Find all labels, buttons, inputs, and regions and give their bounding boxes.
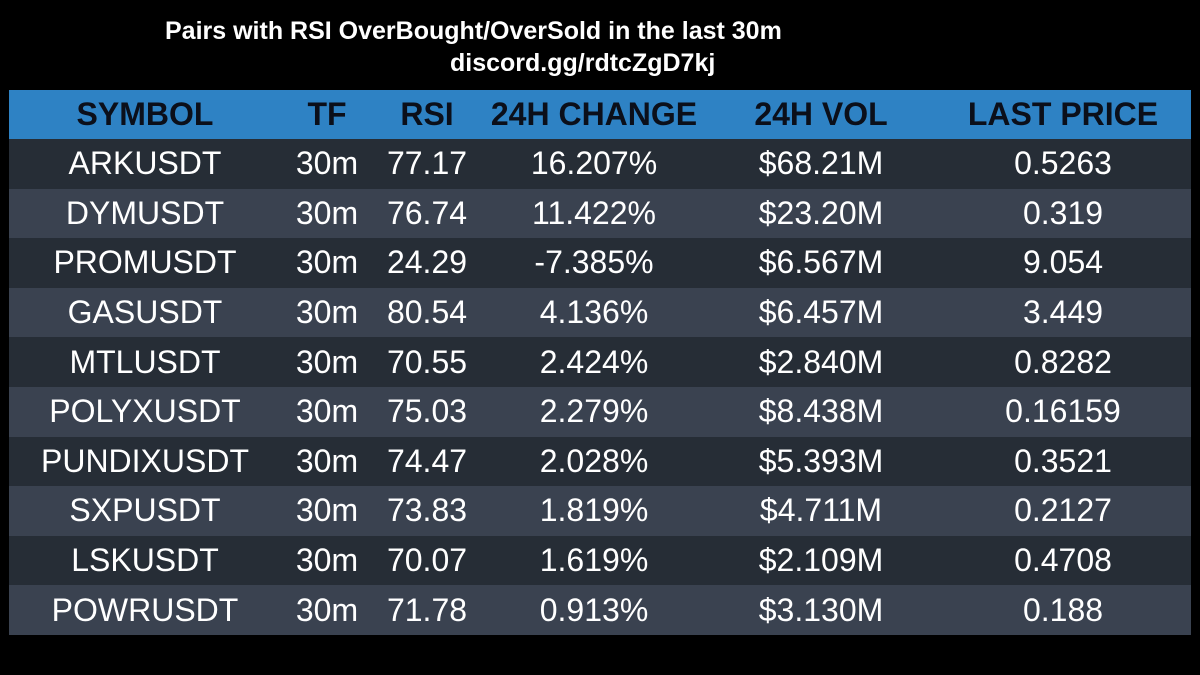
rsi-cell: 73.83 [373,486,481,536]
volume-cell: $8.438M [707,386,935,437]
symbol-cell: SXPUSDT [9,486,281,536]
symbol-cell: POLYXUSDT [9,386,281,437]
change-cell: 4.136% [481,287,707,338]
last-price-cell: 0.4708 [935,535,1191,586]
symbol-cell: PUNDIXUSDT [9,436,281,487]
column-header-24h-vol: 24H VOL [707,90,935,139]
rsi-cell: 76.74 [373,188,481,239]
rsi-pairs-table: SYMBOL TF RSI 24H CHANGE 24H VOL LAST PR… [9,90,1191,635]
change-cell: 11.422% [481,188,707,239]
table-row: POWRUSDT 30m 71.78 0.913% $3.130M 0.188 [9,585,1191,635]
header-row: SYMBOL TF RSI 24H CHANGE 24H VOL LAST PR… [9,90,1191,139]
last-price-cell: 0.16159 [935,386,1191,437]
last-price-cell: 0.3521 [935,436,1191,487]
rsi-cell: 77.17 [373,139,481,189]
timeframe-cell: 30m [281,238,373,288]
last-price-cell: 0.8282 [935,337,1191,387]
column-header-tf: TF [281,90,373,139]
timeframe-cell: 30m [281,486,373,536]
volume-cell: $23.20M [707,188,935,239]
rsi-cell: 80.54 [373,287,481,338]
volume-cell: $3.130M [707,585,935,635]
table-header: SYMBOL TF RSI 24H CHANGE 24H VOL LAST PR… [9,90,1191,139]
table-row: PUNDIXUSDT 30m 74.47 2.028% $5.393M 0.3521 [9,436,1191,487]
table-row: PROMUSDT 30m 24.29 -7.385% $6.567M 9.054 [9,238,1191,288]
table-row: POLYXUSDT 30m 75.03 2.279% $8.438M 0.16159 [9,386,1191,437]
last-price-cell: 3.449 [935,287,1191,338]
timeframe-cell: 30m [281,436,373,487]
symbol-cell: DYMUSDT [9,188,281,239]
table-row: MTLUSDT 30m 70.55 2.424% $2.840M 0.8282 [9,337,1191,387]
rsi-cell: 71.78 [373,585,481,635]
timeframe-cell: 30m [281,287,373,338]
page-title: Pairs with RSI OverBought/OverSold in th… [165,17,782,45]
last-price-cell: 0.2127 [935,486,1191,536]
table-row: DYMUSDT 30m 76.74 11.422% $23.20M 0.319 [9,188,1191,239]
last-price-cell: 0.188 [935,585,1191,635]
symbol-cell: POWRUSDT [9,585,281,635]
change-cell: 2.424% [481,337,707,387]
timeframe-cell: 30m [281,188,373,239]
symbol-cell: MTLUSDT [9,337,281,387]
volume-cell: $4.711M [707,486,935,536]
timeframe-cell: 30m [281,585,373,635]
symbol-cell: GASUSDT [9,287,281,338]
last-price-cell: 0.319 [935,188,1191,239]
change-cell: 2.028% [481,436,707,487]
column-header-rsi: RSI [373,90,481,139]
column-header-symbol: SYMBOL [9,90,281,139]
volume-cell: $5.393M [707,436,935,487]
symbol-cell: ARKUSDT [9,139,281,189]
change-cell: 16.207% [481,139,707,189]
change-cell: 1.819% [481,486,707,536]
table-row: SXPUSDT 30m 73.83 1.819% $4.711M 0.2127 [9,486,1191,536]
table-row: LSKUSDT 30m 70.07 1.619% $2.109M 0.4708 [9,535,1191,586]
column-header-24h-change: 24H CHANGE [481,90,707,139]
timeframe-cell: 30m [281,139,373,189]
rsi-cell: 70.07 [373,535,481,586]
table-body: ARKUSDT 30m 77.17 16.207% $68.21M 0.5263 DYMUS… [9,139,1191,635]
change-cell: 0.913% [481,585,707,635]
rsi-cell: 75.03 [373,386,481,437]
column-header-last-price: LAST PRICE [935,90,1191,139]
volume-cell: $6.567M [707,238,935,288]
table-row: ARKUSDT 30m 77.17 16.207% $68.21M 0.5263 [9,139,1191,189]
last-price-cell: 0.5263 [935,139,1191,189]
table-row: GASUSDT 30m 80.54 4.136% $6.457M 3.449 [9,287,1191,338]
timeframe-cell: 30m [281,386,373,437]
volume-cell: $6.457M [707,287,935,338]
discord-link[interactable]: discord.gg/rdtcZgD7kj [450,49,716,77]
volume-cell: $2.109M [707,535,935,586]
symbol-cell: PROMUSDT [9,238,281,288]
timeframe-cell: 30m [281,535,373,586]
timeframe-cell: 30m [281,337,373,387]
symbol-cell: LSKUSDT [9,535,281,586]
volume-cell: $68.21M [707,139,935,189]
rsi-cell: 70.55 [373,337,481,387]
change-cell: 1.619% [481,535,707,586]
last-price-cell: 9.054 [935,238,1191,288]
change-cell: 2.279% [481,386,707,437]
volume-cell: $2.840M [707,337,935,387]
change-cell: -7.385% [481,238,707,288]
rsi-cell: 24.29 [373,238,481,288]
rsi-cell: 74.47 [373,436,481,487]
